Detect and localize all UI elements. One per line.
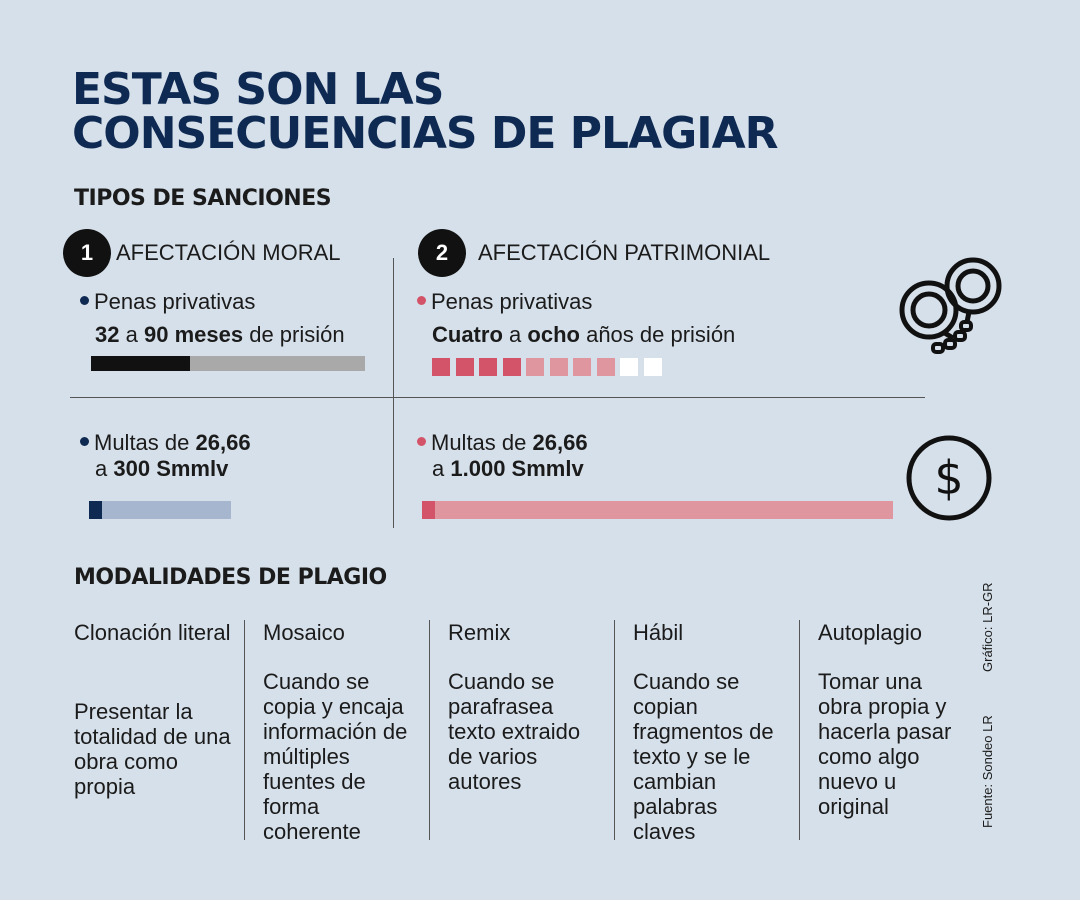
title-line-1: ESTAS SON LAS (72, 64, 444, 115)
modality-separator (429, 620, 430, 840)
modality-separator (799, 620, 800, 840)
prison-year-square (549, 358, 568, 376)
bullet-dot (417, 436, 426, 446)
bullet-dot (417, 295, 426, 305)
prison-year-square (573, 358, 591, 376)
row-divider (70, 397, 925, 398)
graphic-credit: Gráfico: LR-GR (980, 582, 995, 672)
moral-prison-range: 32 a 90 meses de prisión (95, 322, 345, 347)
modality-desc-3: Cuando se parafrasea texto extraido de v… (448, 669, 581, 794)
handcuffs-icon (899, 257, 1002, 354)
bullet-dot (80, 436, 89, 446)
moral-prison-label: Penas privativas (80, 289, 255, 315)
svg-text:$: $ (934, 451, 963, 505)
modality-desc-4: Cuando se copian fragmentos de texto y s… (633, 669, 774, 844)
patrimonial-fine-line-2: a 1.000 Smmlv (432, 456, 584, 481)
modality-desc-5: Tomar una obra propia y hacerla pasar co… (818, 669, 952, 819)
prison-year-square (596, 358, 615, 376)
patrimonial-prison-label: Penas privativas (417, 289, 592, 315)
modality-name-3: Remix (448, 620, 511, 645)
moral-fine-line-1: Multas de 26,66 (80, 430, 251, 456)
modality-name-1: Clonación literal (74, 620, 231, 645)
patrimonial-fine-bar-track (422, 501, 893, 519)
dollar-coin-icon: $ (906, 435, 992, 521)
number-badge-1: 1 (63, 229, 111, 277)
modality-name-5: Autoplagio (818, 620, 922, 645)
moral-prison-bar-fill (91, 356, 190, 371)
patrimonial-label: AFECTACIÓN PATRIMONIAL (478, 240, 771, 265)
modality-name-2: Mosaico (263, 620, 345, 645)
prison-year-square (526, 358, 544, 376)
source-credit: Fuente: Sondeo LR (980, 715, 995, 828)
prison-year-square (502, 358, 521, 376)
modality-separator (614, 620, 615, 840)
modality-separator (244, 620, 245, 840)
title-line-2: CONSECUENCIAS DE PLAGIAR (72, 108, 779, 159)
moral-fine-bar-fill (89, 501, 102, 519)
page-title: ESTAS SON LAS CONSECUENCIAS DE PLAGIAR (72, 64, 779, 159)
prison-year-square (479, 358, 497, 376)
sanctions-heading: TIPOS DE SANCIONES (74, 186, 332, 211)
moral-fine-line-2: a 300 Smmlv (95, 456, 229, 481)
prison-year-square (455, 358, 474, 376)
prison-year-square (643, 358, 662, 376)
patrimonial-prison-range: Cuatro a ocho años de prisión (432, 322, 736, 347)
number-badge-2: 2 (418, 229, 466, 277)
bullet-dot (80, 295, 89, 305)
moral-prison-bar-track (91, 356, 365, 371)
prison-year-square (432, 358, 450, 376)
moral-label: AFECTACIÓN MORAL (116, 240, 341, 265)
modalities-heading: MODALIDADES DE PLAGIO (74, 565, 387, 590)
prison-year-square (620, 358, 638, 376)
patrimonial-fine-bar-fill (422, 501, 435, 519)
modality-desc-1: Presentar la totalidad de una obra como … (74, 699, 231, 799)
moral-fine-bar-track (89, 501, 231, 519)
modality-name-4: Hábil (633, 620, 684, 645)
modality-desc-2: Cuando se copia y encaja información de … (263, 669, 408, 844)
column-divider (393, 258, 394, 528)
patrimonial-fine-line-1: Multas de 26,66 (417, 430, 588, 456)
